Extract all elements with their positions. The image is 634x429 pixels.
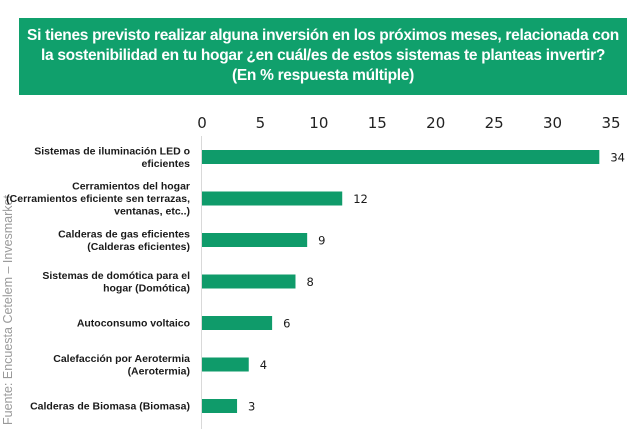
x-tick-label: 35 — [601, 114, 620, 132]
bar — [202, 233, 308, 247]
x-tick-label: 15 — [368, 114, 387, 132]
chart-title: Si tienes previsto realizar alguna inver… — [19, 18, 627, 95]
value-label: 9 — [318, 234, 325, 248]
x-tick-label: 10 — [309, 114, 328, 132]
category-label: Calefacción por Aerotermia — [53, 353, 190, 365]
bar — [202, 399, 238, 413]
category-label: hogar (Domótica) — [103, 282, 190, 294]
bar — [202, 316, 273, 330]
category-label: (Calderas eficientes) — [87, 241, 190, 253]
category-label: ventanas, etc..) — [114, 206, 190, 218]
value-label: 34 — [610, 151, 625, 165]
category-label: Calderas de gas eficientes — [58, 228, 190, 240]
chart-title-line-2: la sostenibilidad en tu hogar ¿en cuál/e… — [40, 47, 606, 64]
category-label: Autoconsumo voltaico — [77, 318, 190, 330]
bar — [202, 191, 343, 206]
category-label: eficientes — [142, 158, 191, 170]
category-label: (Aerotermia) — [128, 365, 190, 377]
value-label: 12 — [353, 192, 368, 206]
category-label: (Cerramientos eficiente sen terrazas, — [6, 193, 190, 205]
value-label: 8 — [306, 275, 313, 289]
category-label: Sistemas de domótica para el — [42, 270, 190, 282]
x-tick-label: 0 — [197, 114, 207, 132]
bar — [202, 150, 600, 164]
x-tick-label: 20 — [426, 114, 445, 132]
value-label: 3 — [248, 400, 255, 414]
x-tick-label: 5 — [256, 114, 266, 132]
value-label: 4 — [260, 358, 267, 372]
x-tick-label: 25 — [485, 114, 504, 132]
category-label: Sistemas de iluminación LED o — [34, 145, 190, 157]
category-label: Cerramientos del hogar — [72, 181, 190, 193]
value-label: 6 — [283, 317, 290, 331]
bar — [202, 357, 249, 372]
x-tick-label: 30 — [543, 114, 562, 132]
chart-title-line-3: (En % respuesta múltiple) — [232, 67, 414, 84]
chart-title-line-1: Si tienes previsto realizar alguna inver… — [27, 27, 619, 44]
bar — [202, 274, 296, 289]
category-label: Calderas de Biomasa (Biomasa) — [30, 401, 190, 413]
